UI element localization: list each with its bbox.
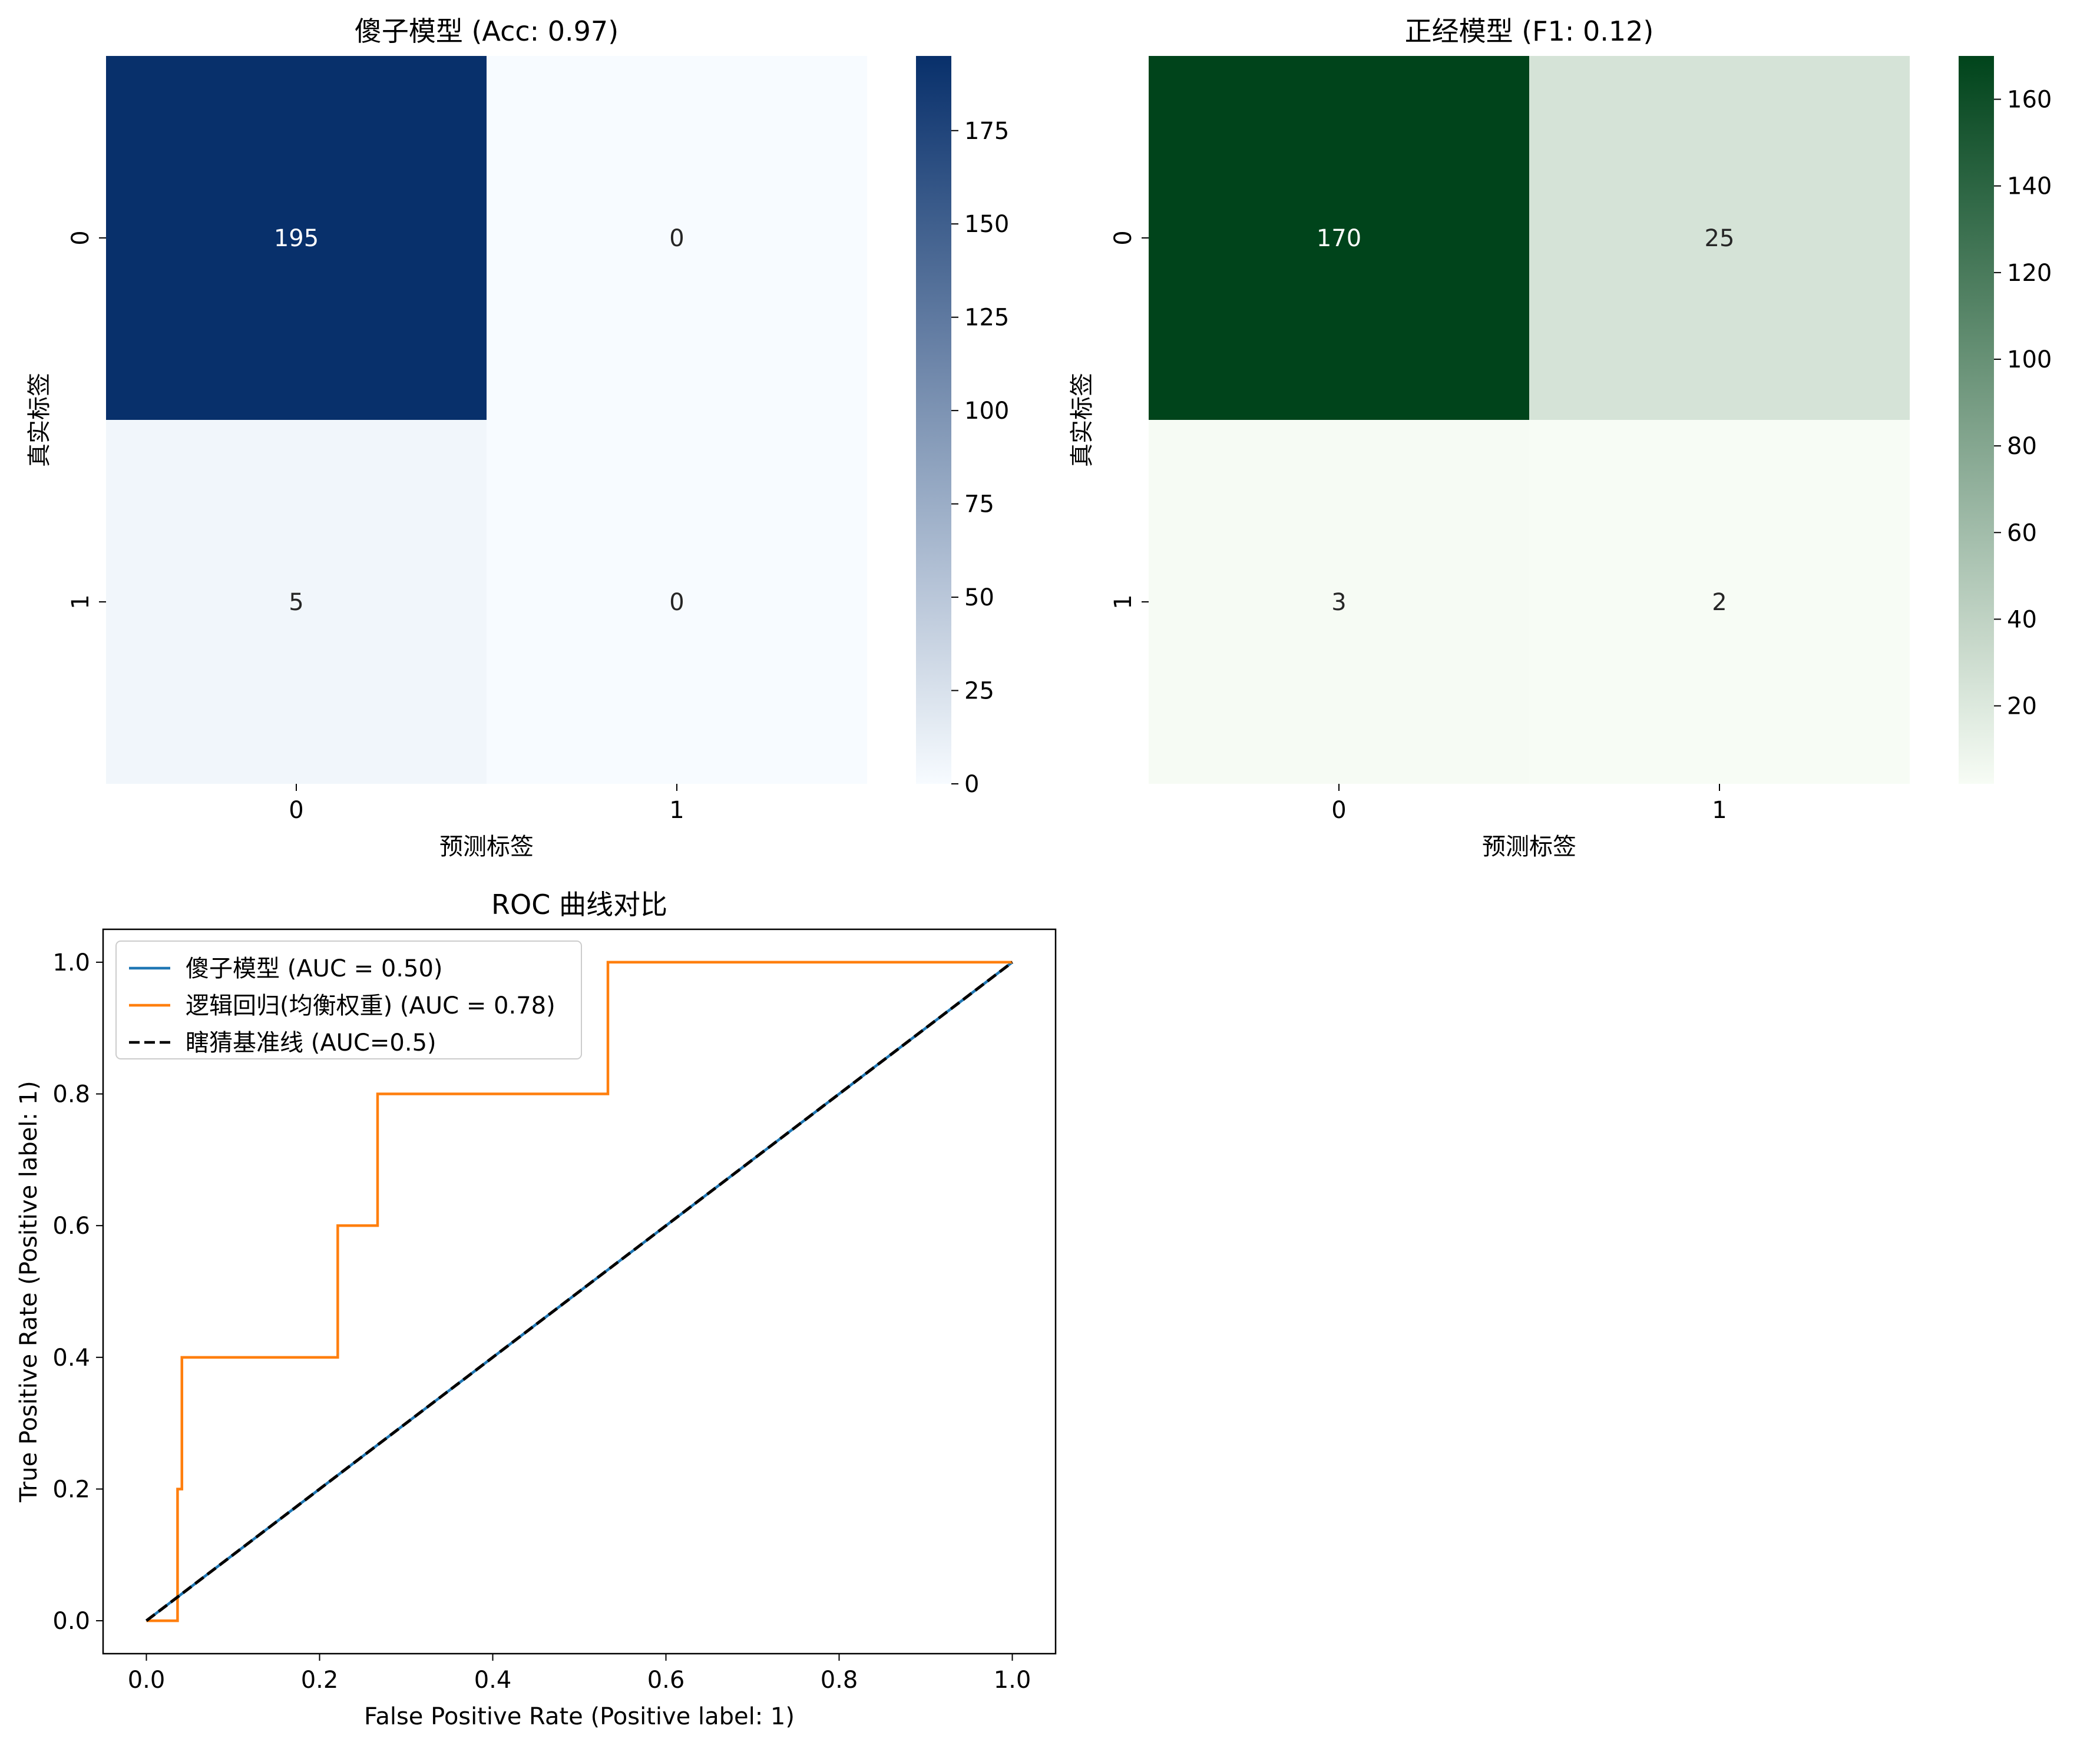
axis-ticks: 0.0 0.2 0.4 0.6 0.8 1.0 0.0 0.2 0.4 0.6 0.8 1.0	[52, 949, 1031, 1694]
colorbar-tick-label: 140	[2007, 173, 2052, 200]
cell-value: 0	[669, 225, 684, 252]
y-tick-label: 0.2	[52, 1476, 90, 1503]
heatmap-cells: 170 25 3 2 0 1 0 1	[1110, 56, 1910, 824]
colorbar-tick-label: 75	[964, 491, 994, 518]
legend-entry: 瞎猜基准线 (AUC=0.5)	[186, 1029, 436, 1057]
x-tick-label: 0.4	[474, 1667, 512, 1694]
colorbar-fill	[916, 56, 951, 784]
x-tick-label: 0	[289, 797, 303, 824]
roc-curve-plot: 0.0 0.2 0.4 0.6 0.8 1.0 0.0 0.2 0.4 0.6 0.8 1.0 傻子模…	[15, 889, 1057, 1730]
y-axis-label: 真实标签	[1069, 373, 1096, 467]
y-tick-label: 0.8	[52, 1081, 90, 1108]
y-axis-label: True Positive Rate (Positive label: 1)	[15, 1081, 42, 1503]
y-tick-label: 0.6	[52, 1213, 90, 1240]
colorbar-tick-label: 175	[964, 118, 1009, 145]
colorbar-tick-label: 100	[2007, 346, 2052, 373]
legend-entry: 逻辑回归(均衡权重) (AUC = 0.78)	[186, 992, 555, 1019]
colorbar: 0 25 50 75 100 125 150 175	[916, 56, 1009, 798]
x-axis-label: False Positive Rate (Positive label: 1)	[364, 1703, 795, 1730]
plot-frame	[102, 928, 1057, 1655]
legend-box	[115, 940, 582, 1059]
heatmap-cell	[487, 420, 867, 784]
x-tick-label: 0.6	[647, 1667, 685, 1694]
colorbar-tick-label: 125	[964, 304, 1009, 332]
colorbar-tick-label: 0	[964, 771, 979, 798]
colorbar: 20 40 60 80 100 120 140 160	[1959, 56, 2052, 784]
cell-value: 25	[1705, 225, 1735, 252]
x-axis-label: 预测标签	[439, 833, 534, 860]
colorbar-tick-label: 80	[2007, 433, 2037, 460]
roc-lines	[145, 961, 1014, 1622]
heatmap-cell	[1149, 56, 1529, 420]
colorbar-tick-label: 40	[2007, 606, 2037, 633]
y-tick-label: 1.0	[52, 949, 90, 976]
y-tick-label: 1	[1110, 594, 1137, 609]
colorbar-tick-label: 60	[2007, 519, 2037, 547]
chart-title: ROC 曲线对比	[491, 889, 667, 920]
x-tick-label: 0	[1331, 797, 1346, 824]
y-tick-label: 0.4	[52, 1344, 90, 1372]
heatmap-cell	[1149, 420, 1529, 784]
colorbar-tick-label: 160	[2007, 87, 2052, 114]
colorbar-tick-label: 150	[964, 211, 1009, 238]
x-tick-label: 1	[1712, 797, 1727, 824]
colorbar-fill	[1959, 56, 1994, 784]
heatmap-cells: 195 0 5 0 0 1 0 1	[67, 56, 867, 824]
cell-value: 5	[289, 589, 303, 616]
cell-value: 0	[669, 589, 684, 616]
colorbar-tick-label: 25	[964, 678, 994, 705]
x-tick-label: 0.0	[128, 1667, 166, 1694]
legend-entry: 傻子模型 (AUC = 0.50)	[186, 955, 443, 982]
chart-title: 正经模型 (F1: 0.12)	[1405, 15, 1654, 47]
y-tick-label: 1	[67, 594, 94, 609]
chart-title: 傻子模型 (Acc: 0.97)	[355, 15, 619, 47]
colorbar-tick-label: 50	[964, 584, 994, 611]
colorbar-tick-label: 20	[2007, 693, 2037, 720]
heatmap-cell	[1529, 56, 1910, 420]
x-axis-label: 预测标签	[1482, 833, 1576, 860]
colorbar-tick-label: 100	[964, 398, 1009, 425]
heatmap-cell	[487, 56, 867, 420]
y-axis-label: 真实标签	[26, 373, 53, 467]
cell-value: 2	[1712, 589, 1727, 616]
x-tick-label: 0.8	[821, 1667, 858, 1694]
y-tick-label: 0.0	[52, 1608, 90, 1635]
series-line	[146, 961, 1013, 1622]
cell-value: 195	[274, 225, 319, 252]
x-tick-label: 1.0	[994, 1667, 1031, 1694]
heatmap-cell	[106, 56, 487, 420]
heatmap-cell	[106, 420, 487, 784]
heatmap-cell	[1529, 420, 1910, 784]
y-tick-label: 0	[1110, 230, 1137, 245]
x-tick-label: 1	[669, 797, 684, 824]
y-tick-label: 0	[67, 230, 94, 245]
series-line	[145, 961, 1014, 1622]
legend: 傻子模型 (AUC = 0.50) 逻辑回归(均衡权重) (AUC = 0.78)…	[115, 940, 582, 1059]
colorbar-tick-label: 120	[2007, 260, 2052, 287]
x-tick-label: 0.2	[301, 1667, 339, 1694]
cell-value: 3	[1331, 589, 1346, 616]
cell-value: 170	[1317, 225, 1361, 252]
